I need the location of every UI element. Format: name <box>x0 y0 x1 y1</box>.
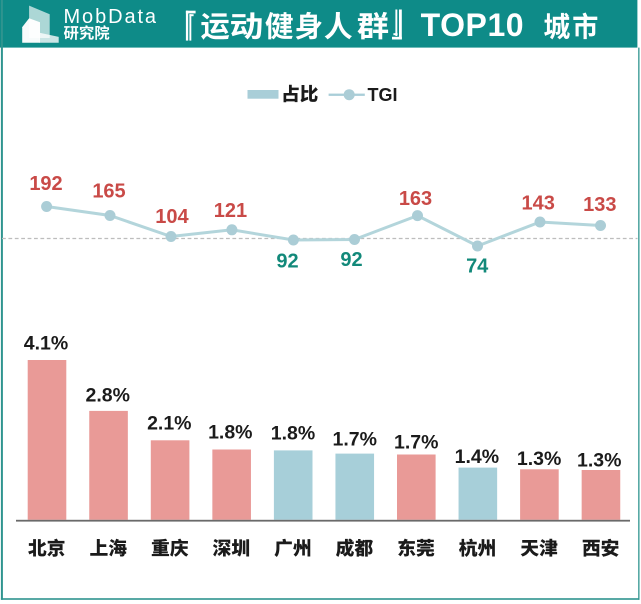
svg-text:2.1%: 2.1% <box>147 413 191 435</box>
svg-text:165: 165 <box>92 181 125 203</box>
svg-text:1.3%: 1.3% <box>577 450 621 472</box>
svg-text:143: 143 <box>522 193 555 215</box>
svg-text:192: 192 <box>29 173 62 195</box>
svg-text:163: 163 <box>399 188 432 210</box>
svg-text:92: 92 <box>276 251 298 273</box>
svg-text:1.7%: 1.7% <box>394 432 438 454</box>
svg-text:104: 104 <box>155 206 189 228</box>
svg-text:TOP10: TOP10 <box>421 7 525 43</box>
svg-text:1.3%: 1.3% <box>517 448 561 470</box>
svg-text:133: 133 <box>583 194 616 216</box>
svg-text:121: 121 <box>214 200 247 222</box>
svg-text:MobData: MobData <box>64 6 158 28</box>
svg-text:1.7%: 1.7% <box>332 429 376 451</box>
svg-text:2.8%: 2.8% <box>85 385 129 407</box>
svg-text:1.4%: 1.4% <box>455 446 499 468</box>
svg-text:1.8%: 1.8% <box>271 423 315 445</box>
svg-text:TGI: TGI <box>368 85 398 105</box>
svg-text:1.8%: 1.8% <box>208 422 252 444</box>
svg-text:4.1%: 4.1% <box>24 332 68 354</box>
svg-text:74: 74 <box>466 256 489 278</box>
svg-text:92: 92 <box>340 249 362 271</box>
